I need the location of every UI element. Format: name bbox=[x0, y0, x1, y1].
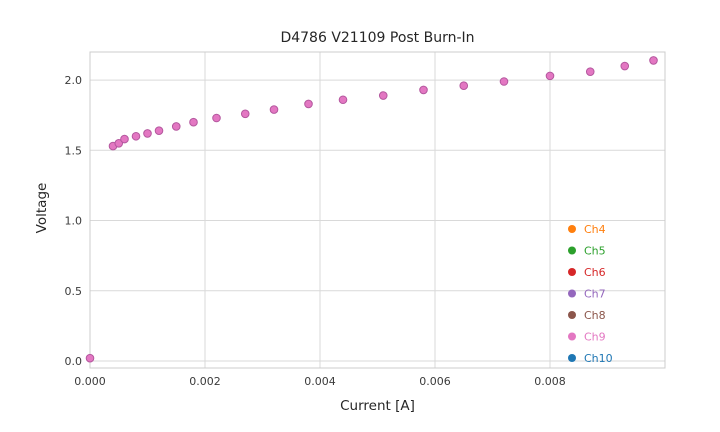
data-point bbox=[120, 134, 129, 144]
legend-label-ch7: Ch7 bbox=[584, 288, 606, 301]
data-point bbox=[131, 131, 141, 141]
legend-marker-ch5 bbox=[568, 246, 576, 255]
data-point bbox=[338, 95, 348, 105]
data-point bbox=[143, 129, 152, 138]
legend-label-ch4: Ch4 bbox=[584, 223, 606, 236]
y-tick-label: 0.0 bbox=[65, 355, 83, 368]
data-point bbox=[189, 117, 198, 127]
legend-label-ch8: Ch8 bbox=[584, 309, 606, 322]
data-point bbox=[545, 71, 555, 81]
x-tick-label: 0.004 bbox=[304, 375, 336, 388]
data-point bbox=[304, 99, 313, 109]
data-point bbox=[212, 113, 221, 123]
legend-label-ch6: Ch6 bbox=[584, 266, 606, 279]
data-point bbox=[269, 105, 279, 114]
y-tick-label: 2.0 bbox=[65, 74, 83, 87]
data-point bbox=[171, 122, 181, 131]
data-point bbox=[154, 126, 164, 135]
data-point bbox=[419, 85, 428, 95]
x-tick-label: 0.006 bbox=[419, 375, 451, 388]
data-point bbox=[499, 77, 509, 86]
x-axis-label: Current [A] bbox=[340, 398, 415, 414]
data-point bbox=[459, 81, 469, 91]
data-point bbox=[114, 138, 124, 148]
data-point bbox=[585, 67, 595, 76]
data-point bbox=[378, 91, 388, 100]
x-tick-label: 0.000 bbox=[74, 375, 106, 388]
y-tick-label: 1.0 bbox=[65, 215, 83, 228]
legend-marker-ch8 bbox=[568, 311, 576, 319]
legend-marker-ch4 bbox=[568, 225, 576, 233]
plot-border bbox=[89, 51, 666, 369]
y-tick-label: 1.5 bbox=[65, 144, 83, 157]
data-point bbox=[620, 61, 630, 71]
data-point bbox=[649, 56, 658, 65]
x-tick-label: 0.002 bbox=[189, 375, 221, 388]
x-tick-label: 0.008 bbox=[534, 375, 566, 388]
legend-label-ch10: Ch10 bbox=[584, 352, 613, 365]
legend-marker-ch10 bbox=[568, 354, 576, 362]
legend-label-ch9: Ch9 bbox=[584, 331, 606, 344]
legend-label-ch5: Ch5 bbox=[584, 245, 606, 258]
legend-marker-ch7 bbox=[568, 289, 576, 298]
chart-title: D4786 V21109 Post Burn-In bbox=[280, 30, 475, 46]
legend-marker-ch9 bbox=[568, 332, 576, 341]
legend-marker-ch6 bbox=[568, 268, 576, 276]
data-point bbox=[85, 353, 95, 363]
y-tick-label: 0.5 bbox=[65, 285, 83, 298]
data-point bbox=[240, 109, 250, 119]
